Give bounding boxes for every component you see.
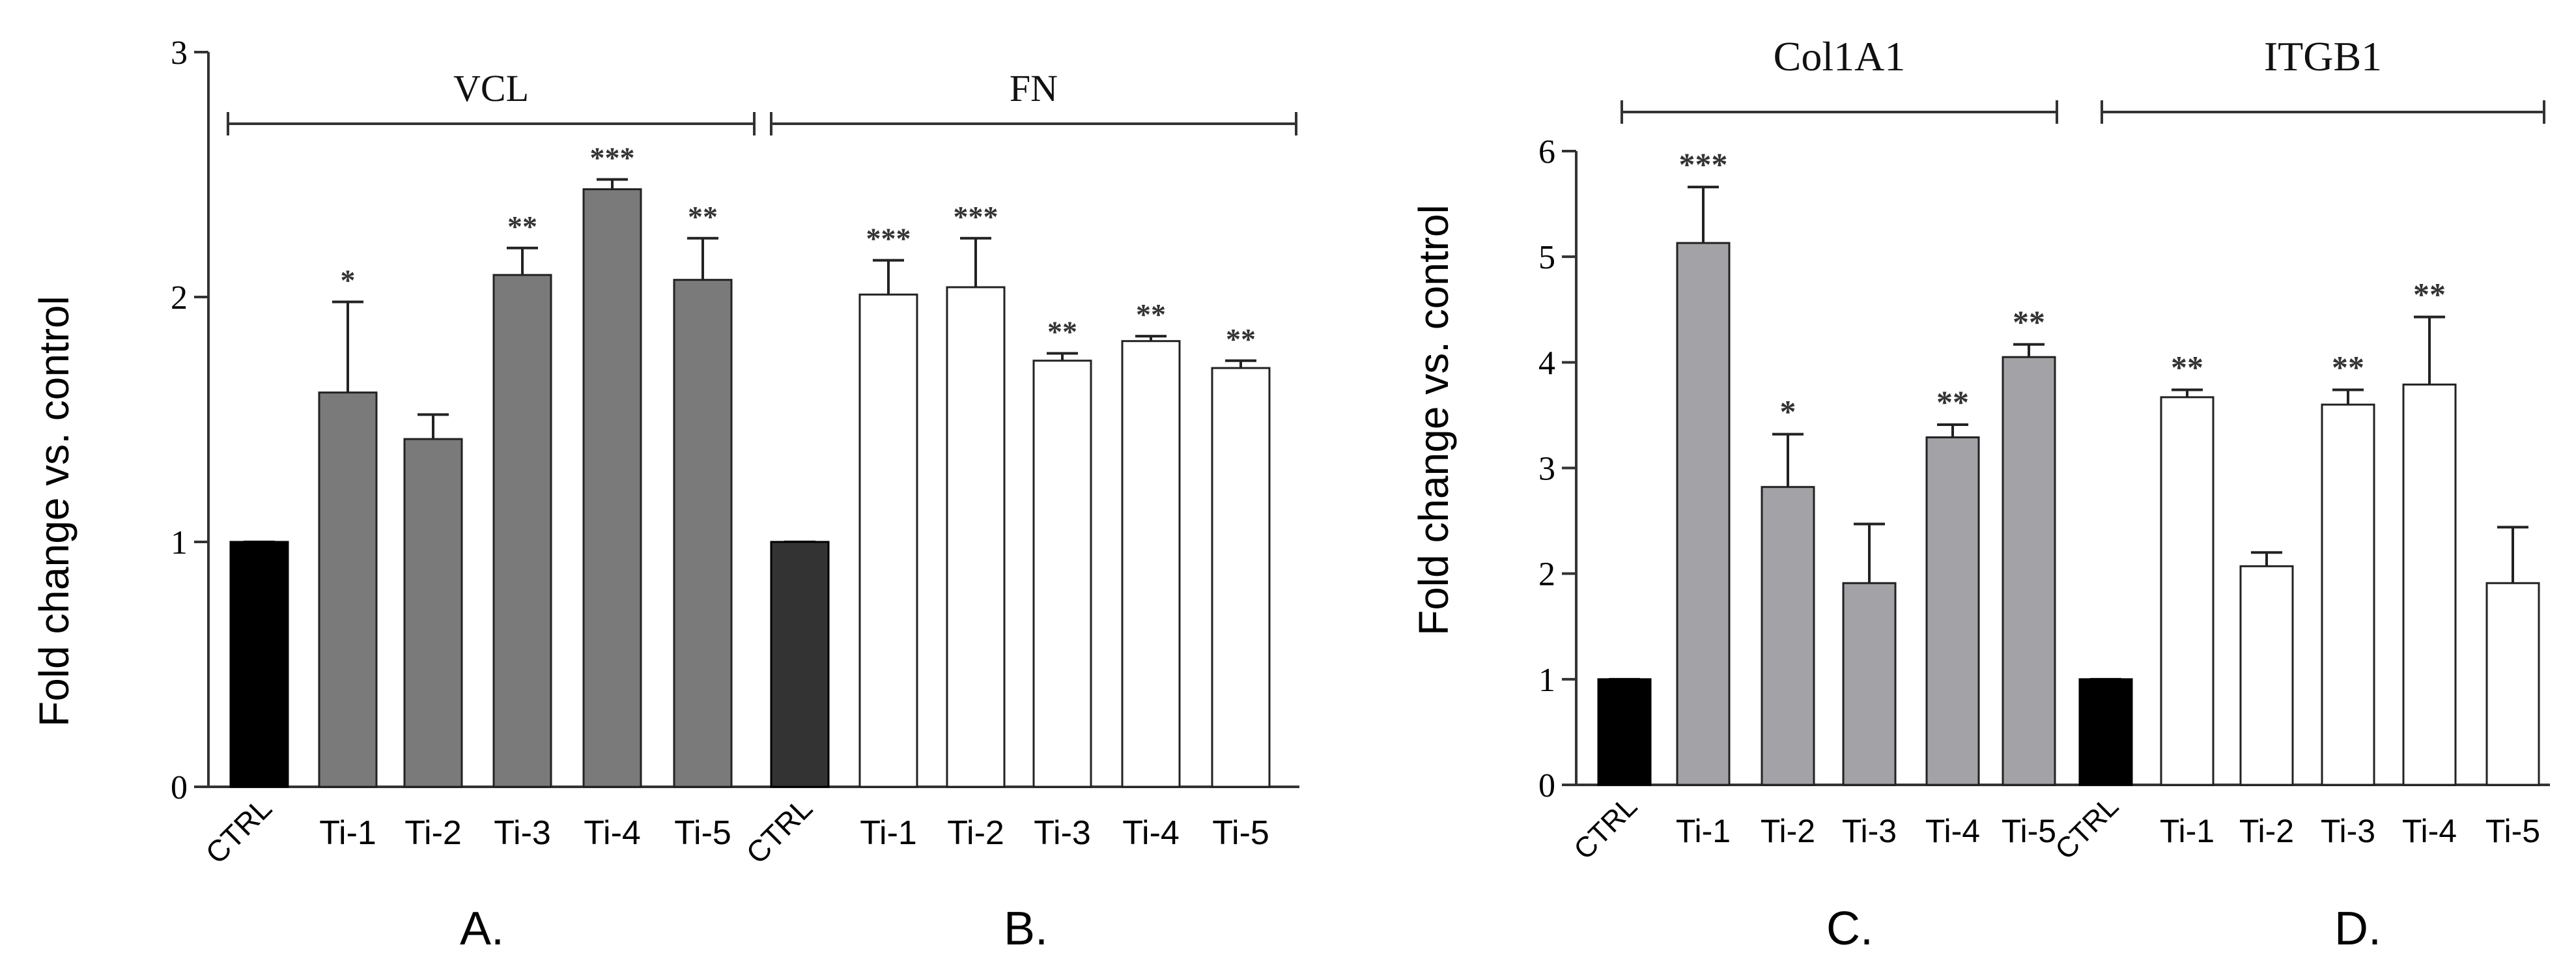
y-tick-label: 1	[171, 524, 188, 561]
significance-label: **	[2332, 348, 2364, 385]
left-group-brackets: VCL FN	[227, 67, 1297, 135]
category-label: Ti-1	[1676, 813, 1731, 849]
panel-label-c: C.	[1826, 903, 1873, 955]
category-label: Ti-5	[1212, 814, 1269, 852]
bar	[1121, 340, 1181, 788]
left-bars: CTRL*Ti-1 Ti-2**Ti-3***Ti-4**Ti-5 CTRL***T…	[199, 141, 1271, 870]
significance-label: ***	[1679, 146, 1728, 182]
category-label: Ti-5	[2002, 813, 2056, 849]
y-tick-label: 3	[1538, 451, 1555, 488]
y-tick-label: 2	[171, 279, 188, 317]
bar	[582, 188, 642, 788]
significance-label: ***	[866, 222, 911, 255]
y-tick-label: 4	[1538, 345, 1555, 382]
significance-label: ***	[590, 141, 635, 175]
significance-label: ***	[954, 200, 998, 233]
panel-label-d: D.	[2334, 903, 2381, 955]
bar	[492, 274, 552, 788]
left-y-axis-label: Fold change vs. control	[31, 296, 78, 727]
category-label: CTRL	[739, 791, 819, 870]
category-label: Ti-3	[1034, 814, 1091, 852]
bar	[1032, 360, 1092, 788]
category-label: CTRL	[2049, 790, 2125, 866]
left-y-ticks: 0 1 2 3	[171, 35, 208, 806]
group-title: FN	[1010, 67, 1058, 109]
category-label: Ti-5	[2485, 813, 2540, 849]
y-tick-label: 2	[1538, 556, 1555, 593]
y-tick-label: 0	[171, 769, 188, 806]
category-label: Ti-2	[404, 814, 462, 852]
category-label: Ti-2	[947, 814, 1004, 852]
panel-label-a: A.	[460, 903, 504, 955]
significance-label: **	[1136, 298, 1166, 331]
significance-label: **	[688, 200, 718, 233]
y-tick-label: 0	[1538, 767, 1555, 804]
bar	[1211, 367, 1271, 788]
category-label: CTRL	[199, 791, 278, 870]
group-title: VCL	[453, 67, 529, 109]
y-tick-label: 3	[171, 35, 188, 72]
significance-label: *	[1780, 393, 1796, 430]
category-label: Ti-2	[2239, 813, 2294, 849]
significance-label: **	[1226, 322, 1256, 356]
bar	[1597, 678, 1652, 786]
right-y-ticks: 0 1 2 3 4 5 6	[1538, 134, 1576, 804]
bar	[2160, 396, 2215, 786]
bar	[2078, 678, 2133, 786]
category-label: Ti-4	[2402, 813, 2457, 849]
bar	[858, 293, 918, 788]
bar	[2402, 383, 2457, 786]
significance-label: *	[341, 264, 356, 297]
significance-label: **	[507, 210, 537, 243]
bar	[1761, 486, 1815, 786]
bar	[2002, 356, 2056, 786]
panel-label-b: B.	[1004, 903, 1048, 955]
bar	[673, 279, 733, 788]
right-bars: CTRL***Ti-1*Ti-2 Ti-3**Ti-4**Ti-5CTRL**Ti…	[1568, 146, 2540, 866]
group-title: Col1A1	[1774, 33, 1906, 79]
bar	[403, 438, 463, 788]
bar	[2321, 403, 2375, 786]
bar	[318, 391, 378, 788]
category-label: Ti-1	[2160, 813, 2215, 849]
category-label: Ti-3	[2321, 813, 2375, 849]
significance-label: **	[2171, 348, 2203, 385]
group-title: ITGB1	[2264, 33, 2382, 79]
bar	[946, 286, 1006, 788]
bar	[2239, 565, 2294, 786]
left-chart: Fold change vs. control 0 1 2 3 CTRL * Ti-1 Ti…	[31, 35, 1299, 955]
bar	[770, 541, 830, 788]
bar	[229, 541, 289, 788]
y-tick-label: 5	[1538, 239, 1555, 276]
category-label: Ti-4	[584, 814, 641, 852]
significance-label: **	[2413, 276, 2446, 313]
right-y-axis-label: Fold change vs. control	[1410, 205, 1457, 636]
category-label: Ti-4	[1122, 814, 1180, 852]
category-label: Ti-5	[674, 814, 731, 852]
category-label: Ti-3	[1842, 813, 1897, 849]
category-label: Ti-1	[860, 814, 917, 852]
significance-label: **	[1047, 315, 1077, 348]
bar	[1925, 436, 1980, 786]
right-group-brackets: Col1A1 ITGB1	[1621, 33, 2545, 124]
category-label: CTRL	[1568, 790, 1643, 866]
bar	[2485, 582, 2540, 786]
category-label: Ti-3	[494, 814, 551, 852]
bar	[1676, 242, 1731, 786]
bar	[1842, 582, 1897, 786]
significance-label: **	[2013, 304, 2045, 340]
y-tick-label: 1	[1538, 662, 1555, 699]
y-tick-label: 6	[1538, 134, 1555, 171]
significance-label: **	[1936, 384, 1969, 420]
category-label: Ti-1	[319, 814, 376, 852]
category-label: Ti-2	[1761, 813, 1815, 849]
category-label: Ti-4	[1925, 813, 1980, 849]
